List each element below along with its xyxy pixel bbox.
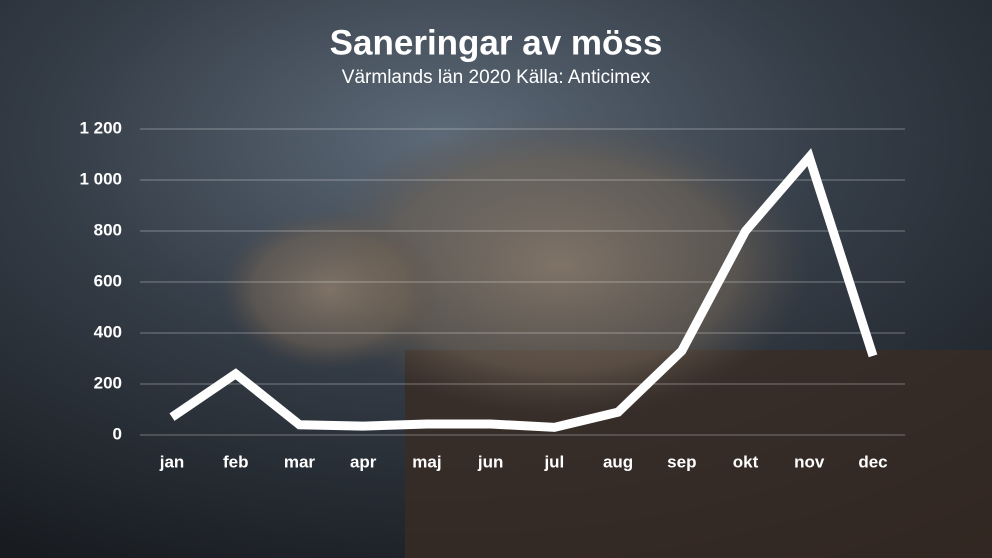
- x-tick-label: okt: [733, 452, 759, 471]
- x-tick-label: maj: [412, 452, 441, 471]
- x-tick-label: dec: [858, 452, 887, 471]
- y-tick-label: 400: [94, 322, 122, 341]
- x-tick-label: jul: [543, 452, 564, 471]
- x-tick-label: jan: [159, 452, 185, 471]
- x-tick-label: jun: [477, 452, 504, 471]
- chart-title: Saneringar av möss: [330, 23, 663, 62]
- y-tick-label: 200: [94, 373, 122, 392]
- y-tick-label: 1 200: [79, 118, 122, 137]
- mouse-head: [220, 210, 440, 370]
- y-tick-label: 800: [94, 220, 122, 239]
- x-tick-label: sep: [667, 452, 696, 471]
- x-tick-label: aug: [603, 452, 633, 471]
- x-tick-label: apr: [350, 452, 377, 471]
- y-tick-label: 1 000: [79, 169, 122, 188]
- y-tick-label: 0: [113, 424, 122, 443]
- x-tick-label: nov: [794, 452, 825, 471]
- y-tick-label: 600: [94, 271, 122, 290]
- data-line: [169, 148, 878, 432]
- x-tick-label: mar: [284, 452, 316, 471]
- chart-subtitle: Värmlands län 2020 Källa: Anticimex: [342, 67, 651, 88]
- x-tick-label: feb: [223, 452, 249, 471]
